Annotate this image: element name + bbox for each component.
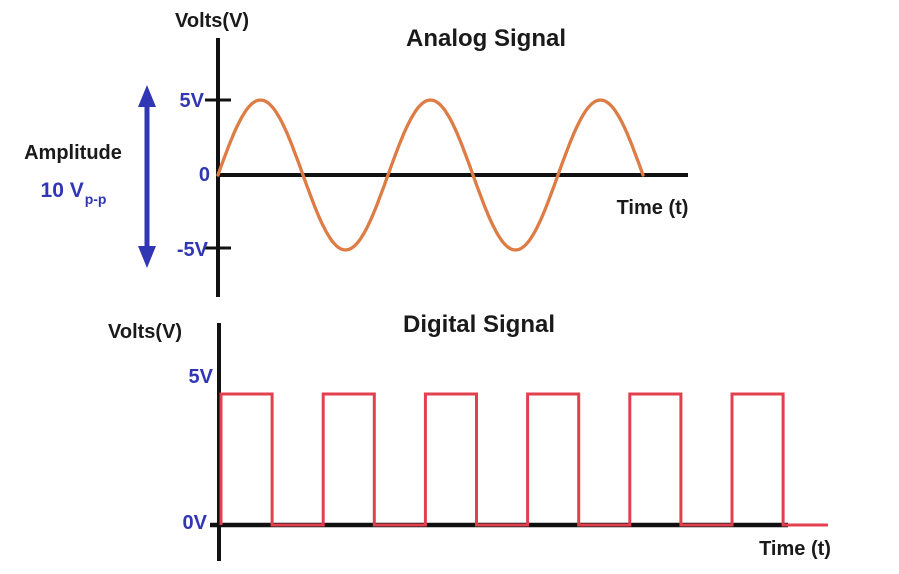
amplitude-value-subscript: p-p [84, 191, 107, 208]
digital-x-axis-label: Time (t) [759, 538, 831, 560]
digital-square-wave [219, 392, 828, 527]
analog-title: Analog Signal [405, 25, 566, 52]
analog-sine-wave [216, 98, 645, 252]
analog-tick-5v: 5V [179, 90, 204, 112]
digital-tick-5v: 5V [188, 366, 213, 388]
digital-tick-0v: 0V [182, 512, 207, 534]
amplitude-arrow-down-head [138, 246, 156, 268]
amplitude-label: Amplitude [24, 142, 122, 164]
analog-tick-0: 0 [198, 164, 210, 186]
amplitude-value-main: 10 V [40, 179, 84, 202]
amplitude-value: 10 Vp-p [8, 179, 138, 208]
digital-y-axis-label: Volts(V) [108, 321, 183, 343]
digital-title: Digital Signal [402, 311, 555, 338]
analog-x-axis-label: Time (t) [616, 197, 689, 219]
analog-y-axis-label: Volts(V) [175, 10, 250, 32]
amplitude-arrow-up-head [138, 85, 156, 107]
analog-tick-neg5v: -5V [176, 239, 208, 261]
